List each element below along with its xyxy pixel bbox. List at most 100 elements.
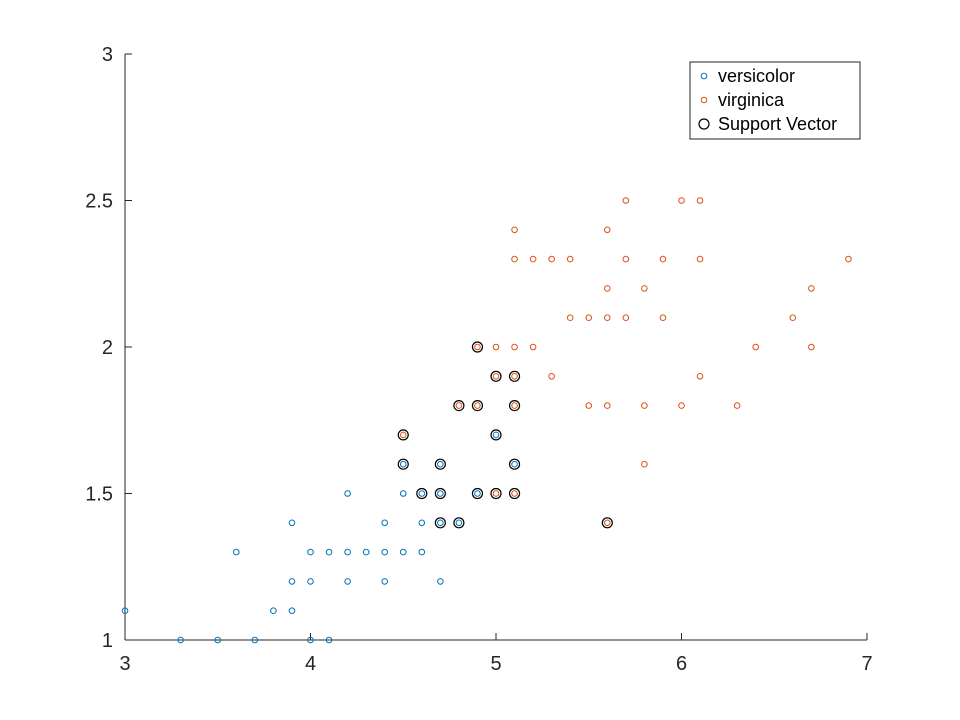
versicolor-point bbox=[381, 548, 389, 556]
virginica-point bbox=[399, 431, 407, 439]
versicolor-point bbox=[399, 460, 407, 468]
versicolor-point bbox=[177, 636, 184, 644]
support-vector-marker bbox=[453, 517, 465, 529]
virginica-point bbox=[566, 255, 574, 263]
support-vector-marker bbox=[601, 517, 613, 529]
series-virginica bbox=[399, 197, 852, 527]
legend-marker bbox=[700, 72, 708, 80]
versicolor-point bbox=[511, 460, 518, 468]
virginica-point bbox=[696, 197, 704, 204]
virginica-point bbox=[474, 402, 481, 409]
support-vector-marker bbox=[508, 487, 521, 500]
virginica-point bbox=[604, 402, 611, 409]
legend: versicolor virginica Support Vector bbox=[689, 61, 861, 140]
versicolor-point bbox=[233, 548, 240, 556]
y-tick-label: 1.5 bbox=[85, 484, 113, 506]
support-vector-marker bbox=[453, 400, 465, 412]
versicolor-point bbox=[437, 578, 444, 585]
y-tick-label: 3 bbox=[102, 44, 113, 66]
legend-marker bbox=[700, 96, 708, 104]
virginica-point bbox=[808, 285, 815, 292]
virginica-point bbox=[585, 402, 593, 409]
virginica-point bbox=[492, 343, 500, 351]
virginica-point bbox=[604, 285, 611, 292]
versicolor-point bbox=[437, 490, 444, 497]
support-vector-marker bbox=[434, 458, 446, 470]
support-vector-marker bbox=[471, 400, 484, 412]
versicolor-point bbox=[344, 548, 351, 556]
virginica-point bbox=[622, 197, 630, 204]
versicolor-point bbox=[288, 519, 296, 527]
legend-label: virginica bbox=[718, 90, 785, 110]
versicolor-point bbox=[437, 519, 444, 527]
virginica-point bbox=[492, 373, 500, 380]
x-tick-label: 7 bbox=[861, 653, 872, 675]
virginica-point bbox=[604, 226, 611, 234]
support-vector-marker bbox=[397, 429, 409, 441]
virginica-point bbox=[696, 373, 704, 380]
virginica-point bbox=[511, 343, 518, 351]
virginica-point bbox=[622, 255, 630, 263]
virginica-point bbox=[585, 314, 593, 322]
virginica-point bbox=[604, 519, 611, 527]
x-tick-label: 3 bbox=[119, 653, 130, 675]
virginica-point bbox=[641, 285, 648, 292]
virginica-point bbox=[455, 402, 463, 409]
versicolor-point bbox=[251, 636, 259, 644]
versicolor-point bbox=[121, 607, 129, 615]
virginica-point bbox=[566, 314, 574, 322]
virginica-point bbox=[641, 460, 648, 468]
versicolor-point bbox=[399, 548, 407, 556]
versicolor-point bbox=[474, 490, 481, 497]
y-tick-label: 1 bbox=[102, 630, 113, 652]
versicolor-point bbox=[325, 636, 333, 644]
versicolor-point bbox=[437, 460, 444, 468]
virginica-point bbox=[511, 226, 518, 234]
versicolor-point bbox=[362, 548, 370, 556]
virginica-point bbox=[511, 373, 518, 380]
axes: 3 4 5 6 7 1 1.5 2 2.5 3 bbox=[85, 44, 872, 675]
virginica-point bbox=[492, 490, 500, 497]
versicolor-point bbox=[492, 431, 500, 439]
legend-box bbox=[689, 61, 861, 140]
support-vector-marker bbox=[397, 458, 409, 470]
versicolor-point bbox=[288, 578, 296, 585]
legend-marker bbox=[698, 118, 710, 130]
virginica-point bbox=[511, 402, 518, 409]
virginica-point bbox=[696, 255, 704, 263]
virginica-point bbox=[678, 402, 685, 409]
x-tick-label: 6 bbox=[676, 653, 687, 675]
versicolor-point bbox=[381, 519, 389, 527]
legend-label: Support Vector bbox=[718, 114, 837, 134]
support-vector-marker bbox=[490, 487, 502, 500]
versicolor-point bbox=[325, 548, 333, 556]
versicolor-point bbox=[418, 548, 426, 556]
versicolor-point bbox=[344, 490, 351, 497]
virginica-point bbox=[845, 255, 852, 263]
versicolor-point bbox=[307, 578, 314, 585]
virginica-point bbox=[511, 490, 518, 497]
versicolor-point bbox=[418, 490, 426, 497]
virginica-point bbox=[808, 343, 815, 351]
series-support-vector bbox=[397, 341, 613, 529]
y-tick-label: 2.5 bbox=[85, 191, 113, 213]
virginica-point bbox=[474, 343, 481, 351]
support-vector-marker bbox=[508, 400, 521, 412]
virginica-point bbox=[622, 314, 630, 322]
versicolor-point bbox=[214, 636, 222, 644]
versicolor-point bbox=[288, 607, 296, 615]
support-vector-marker bbox=[471, 487, 484, 500]
virginica-point bbox=[752, 343, 760, 351]
versicolor-point bbox=[307, 636, 314, 644]
versicolor-point bbox=[418, 519, 426, 527]
support-vector-marker bbox=[416, 487, 428, 500]
versicolor-point bbox=[455, 519, 463, 527]
legend-label: versicolor bbox=[718, 66, 795, 86]
support-vector-marker bbox=[434, 517, 446, 529]
versicolor-point bbox=[381, 578, 389, 585]
virginica-point bbox=[659, 255, 667, 263]
support-vector-marker bbox=[508, 458, 521, 470]
virginica-point bbox=[604, 314, 611, 322]
virginica-point bbox=[789, 314, 797, 322]
